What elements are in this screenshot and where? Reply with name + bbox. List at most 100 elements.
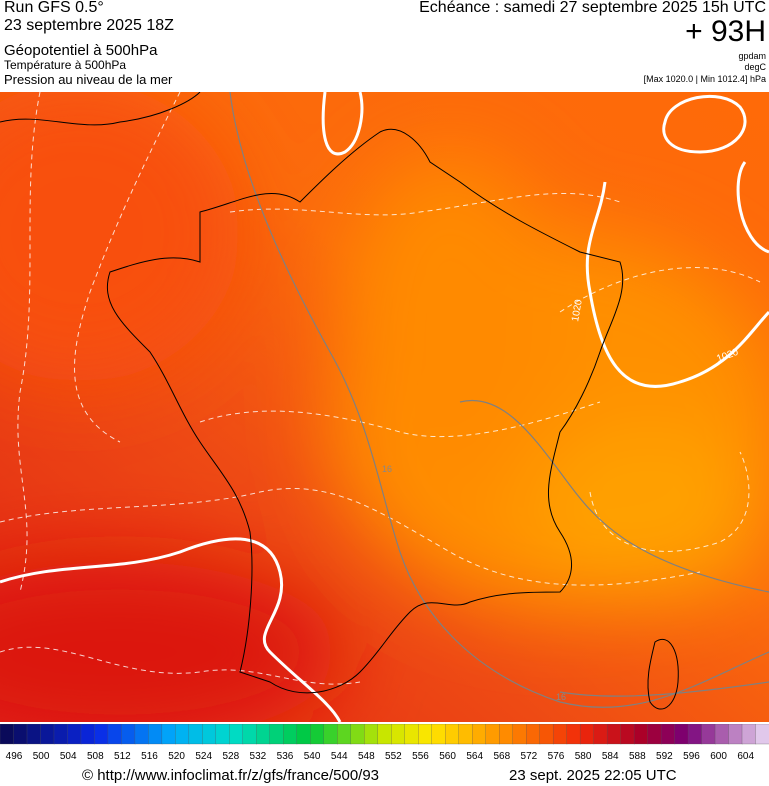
colorbar-cell [620,724,635,745]
colorbar-cell [499,724,514,745]
colorbar-cell [350,724,365,745]
colorbar-cell [202,724,217,745]
colorbar-cell [472,724,487,745]
colorbar-label: 592 [656,751,673,762]
pressure-range: [Max 1020.0 | Min 1012.4] hPa [643,74,766,84]
colorbar-label: 568 [493,751,510,762]
source: © http://www.infoclimat.fr/z/gfs/france/… [82,767,380,784]
colorbar-cell [323,724,338,745]
colorbar-label: 588 [629,751,646,762]
colorbar-cell [269,724,284,745]
colorbar-cell [377,724,392,745]
valid-time: Echéance : samedi 27 septembre 2025 15h … [419,0,766,16]
colorbar-cell [606,724,622,745]
colorbar-label: 520 [168,751,185,762]
colorbar-cell [458,724,473,745]
colorbar-cell [188,724,204,745]
isobars [0,92,769,722]
geopotential-lines [229,92,769,708]
colorbar-cell [175,724,190,745]
colorbar-cell [337,724,352,745]
map: 1020 1020 16 16 [0,92,769,722]
run-date: 23 septembre 2025 18Z [4,17,174,34]
colorbar-label: 604 [737,751,754,762]
colorbar-cell [674,724,689,745]
colorbar-cell [94,724,109,745]
colorbar-cell [418,724,433,745]
colorbar-cell [633,724,649,745]
colorbar-cell [714,724,730,745]
colorbar-cell [242,724,257,745]
colorbar-cell [229,724,244,745]
colorbar-cell [579,724,595,745]
colorbar-cell [431,724,446,745]
colorbar-label: 508 [87,751,104,762]
colorbar-label: 556 [412,751,429,762]
colorbar-label: 580 [575,751,592,762]
colorbar-label: 500 [33,751,50,762]
colorbar-label: 512 [114,751,131,762]
run: Run GFS 0.5° [4,0,104,16]
colorbar-label: 504 [60,751,77,762]
colorbar-cell [296,724,311,745]
colorbar-cell [310,724,325,745]
generated: 23 sept. 2025 22:05 UTC [509,767,677,784]
isotherms [0,92,761,685]
colorbar-cell [593,724,608,745]
colorbar-cell [728,724,743,745]
colorbar-label: 524 [195,751,212,762]
lead-time: + 93H [685,15,766,48]
colorbar-cell [566,724,581,745]
isotherm-label: 16 [556,692,566,702]
field: Pression au niveau de la mer [4,72,173,87]
colorbar-cell [539,724,554,745]
colorbar-cell [53,724,69,745]
colorbar-label: 560 [439,751,456,762]
colorbar-cell [741,724,757,745]
coastlines [0,92,679,710]
unit: gpdam [738,51,766,61]
unit: degC [744,62,766,72]
colorbar-label: 596 [683,751,700,762]
colorbar-cell [13,724,28,745]
colorbar-label: 548 [358,751,375,762]
colorbar-label: 496 [6,751,23,762]
colorbar-cell [755,724,769,745]
colorbar-cell [215,724,231,745]
colorbar-cell [0,724,15,745]
colorbar-cell [80,724,96,745]
field: Température à 500hPa [4,58,127,72]
colorbar-cell [256,724,271,745]
colorbar-cell [647,724,662,745]
colorbar-cell [121,724,136,745]
colorbar-cell [391,724,406,745]
colorbar-label: 572 [521,751,538,762]
colorbar-label: 584 [602,751,619,762]
colorbar-label: 536 [277,751,294,762]
colorbar-label: 544 [331,751,348,762]
colorbar-cell [67,724,82,745]
colorbar-cell [445,724,460,745]
colorbar-label: 564 [466,751,483,762]
colorbar-cell [526,724,541,745]
field: Géopotentiel à 500hPa [4,42,158,59]
colorbar-cell [283,724,298,745]
colorbar-label: 540 [304,751,321,762]
colorbar-cell [552,724,568,745]
isobar-label: 1020 [570,298,585,322]
colorbar-cell [26,724,42,745]
colorbar-label: 528 [222,751,239,762]
colorbar-cell [134,724,150,745]
colorbar-label: 576 [548,751,565,762]
colorbar-cell [512,724,527,745]
colorbar-cell [701,724,716,745]
colorbar-cell [485,724,500,745]
colorbar-label: 516 [141,751,158,762]
colorbar-cell [404,724,419,745]
colorbar-cell [148,724,163,745]
colorbar-cell [687,724,703,745]
colorbar-cell [107,724,123,745]
temperature-shading [0,92,769,722]
colorbar-cell [161,724,177,745]
